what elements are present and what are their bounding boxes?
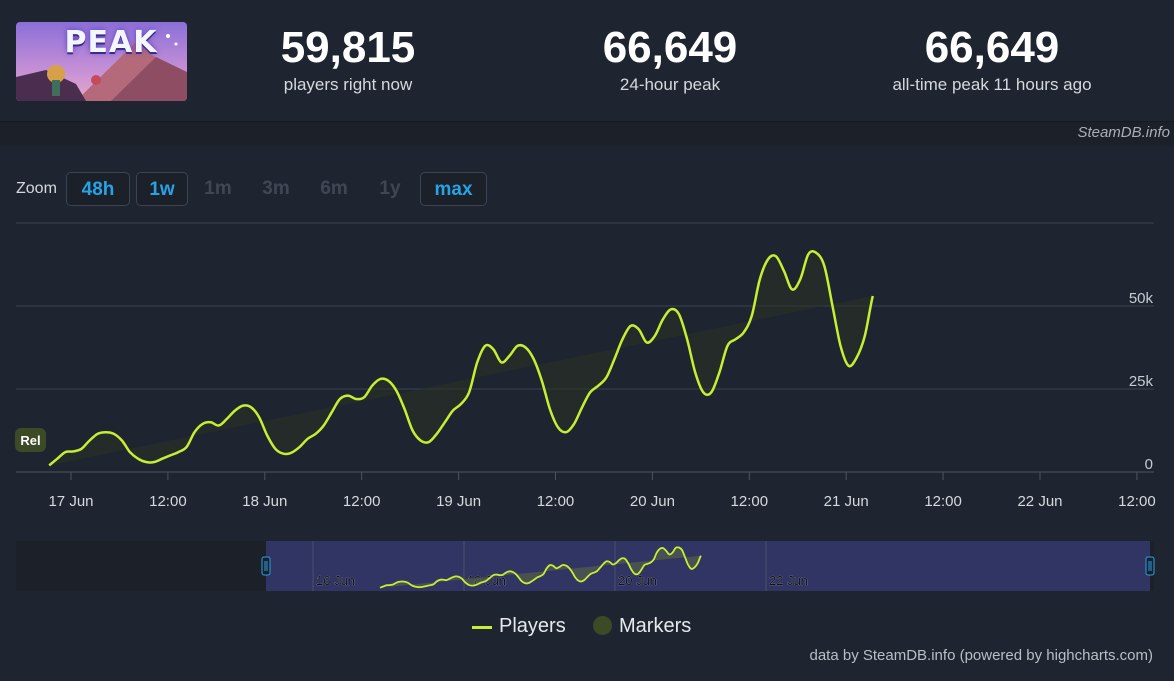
x-tick-label: 12:00: [1118, 493, 1156, 510]
game-logo-text: PEAK: [64, 25, 158, 60]
zoom-1m-button[interactable]: 1m: [204, 178, 232, 199]
x-tick-label: 12:00: [537, 493, 575, 510]
x-tick-label: 12:00: [343, 493, 381, 510]
navigator-date-label: 22 Jun: [769, 573, 808, 588]
navigator-left-handle[interactable]: [261, 556, 271, 576]
chart-grid: [16, 222, 1154, 473]
stat-label: players right now: [283, 75, 413, 94]
zoom-48h-button[interactable]: 48h: [66, 172, 130, 206]
x-tick-label: 21 Jun: [824, 493, 869, 510]
zoom-label: Zoom: [16, 180, 57, 197]
y-tick-label: 25k: [1129, 373, 1154, 390]
chart-panel: [0, 146, 1174, 681]
y-tick-label: 50k: [1129, 290, 1154, 307]
stat-value: 59,815: [280, 23, 416, 72]
x-tick-label: 20 Jun: [630, 493, 675, 510]
navigator-date-label: 16 Jun: [316, 573, 355, 588]
stat-label: all-time peak 11 hours ago: [892, 75, 1092, 94]
zoom-1y-button[interactable]: 1y: [379, 178, 401, 199]
players-area: [49, 251, 873, 466]
highcharts-credit[interactable]: data by SteamDB.info (powered by highcha…: [809, 647, 1154, 664]
players-area-fill: [49, 251, 873, 466]
y-tick-label: 0: [1145, 456, 1153, 473]
x-tick-label: 22 Jun: [1017, 493, 1062, 510]
zoom-3m-button[interactable]: 3m: [262, 178, 290, 199]
legend-markers-label[interactable]: Markers: [619, 615, 692, 637]
navigator-date-label: 20 Jun: [618, 573, 657, 588]
navigator-right-handle[interactable]: [1145, 556, 1155, 576]
stat-label: 24-hour peak: [619, 75, 721, 94]
players-line-group: [48, 250, 875, 467]
release-marker[interactable]: Rel: [15, 428, 46, 452]
game-logo[interactable]: PEAK: [16, 22, 187, 101]
legend-players-label[interactable]: Players: [499, 615, 566, 637]
navigator-selection[interactable]: [266, 541, 1150, 591]
x-tick-label: 17 Jun: [48, 493, 93, 510]
stat-value: 66,649: [924, 23, 1060, 72]
stats-bar: PEAK 59,815 players right now 66,649 24-…: [0, 0, 1174, 122]
zoom-1w-button[interactable]: 1w: [136, 172, 188, 206]
stat-24h-peak: 66,649 24-hour peak: [570, 22, 770, 96]
x-tick-label: 12:00: [924, 493, 962, 510]
x-tick-label: 19 Jun: [436, 493, 481, 510]
release-marker-label: Rel: [20, 433, 40, 448]
navigator[interactable]: 16 Jun 18 Jun 20 Jun 22 Jun: [16, 541, 1155, 591]
stat-current-players: 59,815 players right now: [248, 22, 448, 96]
release-marker-badge[interactable]: [15, 428, 46, 452]
y-axis: 0 25k 50k: [1129, 290, 1154, 473]
stat-value: 66,649: [602, 23, 738, 72]
zoom-max-button[interactable]: max: [420, 172, 487, 206]
x-tick-label: 12:00: [731, 493, 769, 510]
stat-all-time-peak: 66,649 all-time peak 11 hours ago: [862, 22, 1122, 96]
legend-markers-symbol[interactable]: [593, 616, 612, 635]
zoom-6m-button[interactable]: 6m: [320, 178, 348, 199]
x-tick-label: 18 Jun: [242, 493, 287, 510]
legend-players-symbol[interactable]: [472, 626, 492, 629]
game-logo-art: [16, 22, 187, 101]
x-tick-label: 12:00: [149, 493, 187, 510]
navigator-series-line: [379, 546, 702, 589]
players-series-line[interactable]: [48, 250, 875, 467]
x-axis: 17 Jun 12:00 18 Jun 12:00 19 Jun 12:00 20 Jun 1…: [48, 472, 1156, 510]
steamdb-credit[interactable]: SteamDB.info: [1077, 124, 1170, 141]
